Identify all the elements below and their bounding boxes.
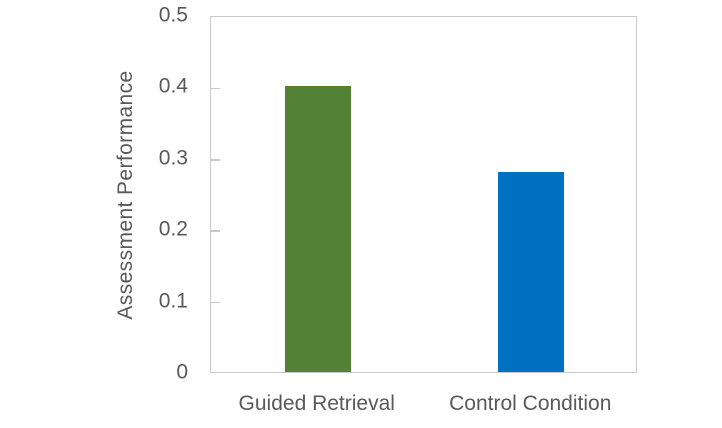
plot-area (210, 16, 637, 373)
y-tick-label: 0 (176, 360, 188, 384)
y-tick-mark (211, 159, 220, 161)
y-tick-mark (211, 87, 220, 90)
y-tick-label: 0.3 (158, 146, 188, 170)
y-tick-label: 0.1 (158, 289, 188, 313)
x-category-label: Guided Retrieval (238, 392, 395, 415)
y-axis-title: Assessment Performance (114, 70, 137, 320)
y-tick-mark (211, 230, 220, 232)
y-tick-label: 0.4 (158, 74, 188, 98)
y-tick-label: 0.2 (158, 217, 188, 241)
y-tick-label: 0.5 (158, 3, 188, 27)
x-category-label: Control Condition (449, 392, 612, 415)
bar-guided-retrieval (284, 86, 351, 372)
y-tick-mark (211, 301, 220, 304)
bar-control-condition (498, 172, 565, 372)
